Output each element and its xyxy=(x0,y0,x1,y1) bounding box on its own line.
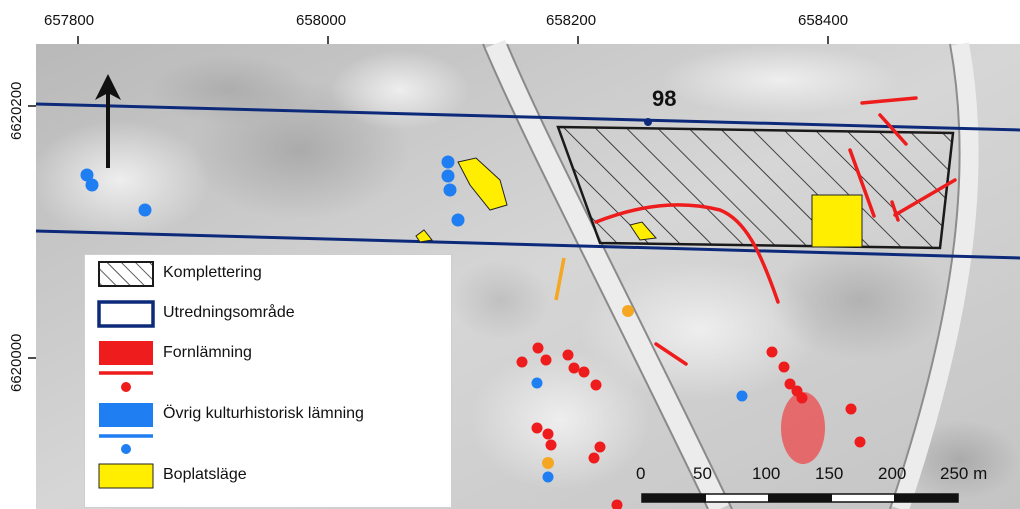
boplats-areas xyxy=(415,157,863,248)
road-curve xyxy=(482,39,979,509)
x-tick-label: 657800 xyxy=(44,12,95,29)
utredning-boundary-north xyxy=(35,102,1020,132)
legend-label-komplettering: Komplettering xyxy=(163,264,262,281)
coordinate-ticks xyxy=(28,36,829,359)
fornlamning-points xyxy=(516,342,866,509)
utredning-boundary-south xyxy=(35,229,1020,260)
orange-point xyxy=(542,457,554,469)
area-98-marker xyxy=(644,118,652,126)
legend-label-boplats: Boplatsläge xyxy=(163,466,247,483)
terrain-relief xyxy=(30,45,1020,500)
ovrig-swatch xyxy=(99,403,153,427)
north-arrow-icon xyxy=(95,74,121,168)
boplats-swatch xyxy=(98,463,154,489)
scale-bar xyxy=(641,493,959,503)
fornlamning-point-swatch xyxy=(121,382,131,392)
fornlamning-lines xyxy=(594,96,957,366)
legend-symbols xyxy=(97,261,155,489)
ovrig-point-swatch xyxy=(121,444,131,454)
komplettering-area xyxy=(556,125,955,250)
ovrig-points xyxy=(80,155,748,483)
x-tick-label: 658000 xyxy=(296,12,347,29)
fornlamning-area xyxy=(781,392,825,464)
legend-label-utredning: Utredningsområde xyxy=(163,304,295,321)
orange-line xyxy=(554,257,566,301)
utredning-swatch xyxy=(97,300,155,328)
scale-label: 200 xyxy=(878,464,907,483)
x-tick-label: 658200 xyxy=(546,12,597,29)
y-tick-label: 6620200 xyxy=(8,81,25,140)
area-number-label: 98 xyxy=(652,86,677,111)
scale-label: 50 xyxy=(693,464,712,483)
orange-point xyxy=(622,305,634,317)
legend-label-ovrig: Övrig kulturhistorisk lämning xyxy=(163,405,364,422)
komplettering-swatch xyxy=(98,261,154,287)
legend-label-fornlamning: Fornlämning xyxy=(163,344,252,361)
scale-label: 0 xyxy=(636,464,646,483)
scale-label: 250 m xyxy=(940,464,988,483)
y-tick-label: 6620000 xyxy=(8,333,25,392)
scale-label: 100 xyxy=(752,464,781,483)
x-tick-label: 658400 xyxy=(798,12,849,29)
fornlamning-swatch xyxy=(99,341,153,365)
map-legend: Komplettering Utredningsområde Fornlämni… xyxy=(84,254,452,508)
scale-label: 150 xyxy=(815,464,844,483)
